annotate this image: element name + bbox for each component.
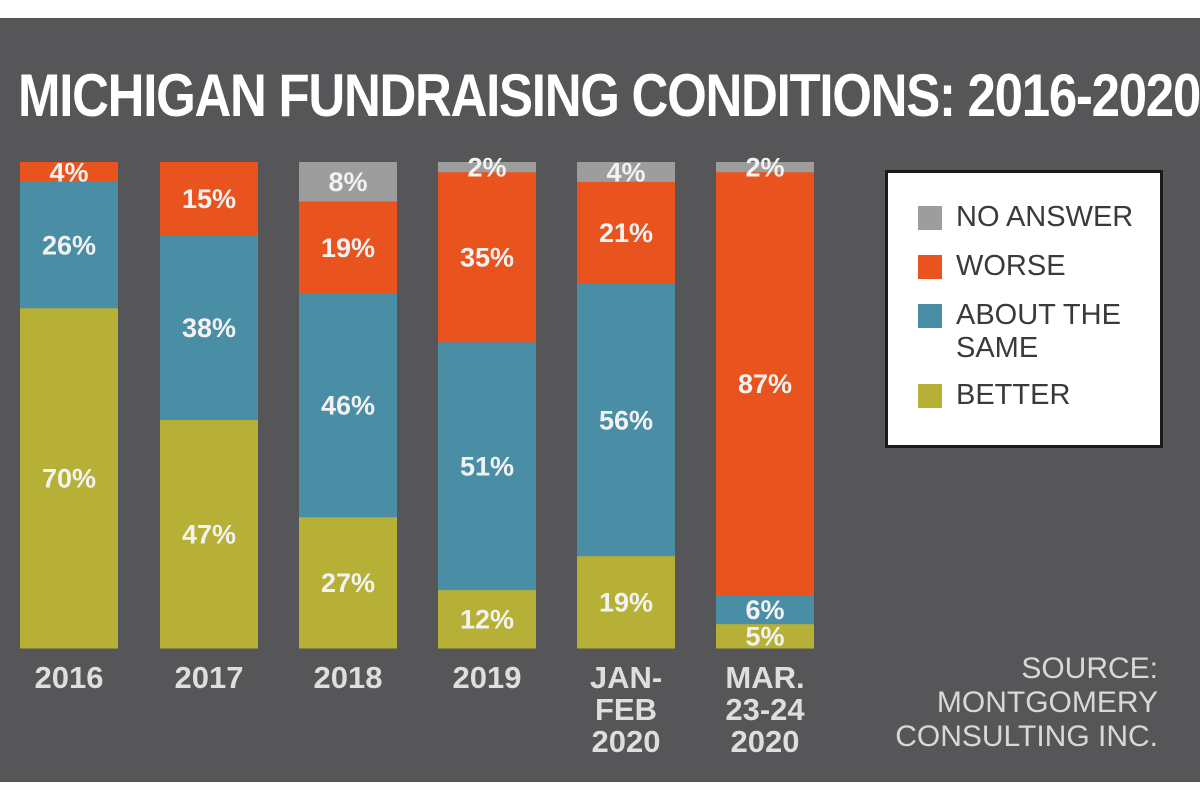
legend-label-about-the-same: ABOUT THE SAME (956, 299, 1121, 364)
bar-segment-same (716, 594, 814, 625)
data-label: 6% (745, 595, 784, 625)
data-label: 70% (42, 464, 96, 494)
category-label: 2017 (175, 660, 244, 695)
source-line: SOURCE: (1021, 652, 1158, 685)
bar-segment-better (160, 419, 258, 649)
data-label: 21% (599, 218, 653, 248)
data-label: 19% (321, 233, 375, 263)
legend-item-better: BETTER (918, 379, 1160, 412)
data-label: 4% (49, 157, 88, 187)
bar-segment-worse (716, 171, 814, 596)
category-label-line: 2020 (592, 724, 661, 759)
bar-segment-better (299, 516, 397, 649)
legend-swatch-worse (918, 255, 942, 279)
source-line: CONSULTING INC. (895, 720, 1158, 753)
data-label: 19% (599, 588, 653, 618)
legend-swatch-better (918, 384, 942, 408)
bar-segment-same (160, 234, 258, 421)
bar-segment-better (20, 307, 118, 649)
bar-segment-worse (20, 162, 118, 182)
legend-label-no-answer: NO ANSWER (956, 201, 1134, 233)
category-label: 2018 (314, 660, 383, 695)
data-label: 46% (321, 391, 375, 421)
legend-item-no-answer: NO ANSWER (918, 201, 1160, 234)
bar-segment-same (577, 283, 675, 557)
data-label: 5% (745, 622, 784, 652)
data-label: 87% (738, 369, 792, 399)
data-label: 56% (599, 405, 653, 435)
legend: NO ANSWER WORSE ABOUT THE SAME BETTER (885, 170, 1163, 448)
data-label: 35% (460, 242, 514, 272)
bar-segment-same (20, 181, 118, 309)
data-label: 26% (42, 230, 96, 260)
category-label: 2019 (453, 660, 522, 695)
data-label: 15% (182, 184, 236, 214)
bar-segment-no_answer (716, 162, 814, 173)
data-label: 27% (321, 568, 375, 598)
category-label-line: 23-24 (725, 692, 805, 727)
legend-item-about-the-same: ABOUT THE SAME (918, 299, 1160, 365)
bar-segment-same (438, 341, 536, 591)
data-label: 47% (182, 520, 236, 550)
bar-segment-worse (160, 162, 258, 236)
data-label: 2% (745, 153, 784, 183)
bar-segment-better (716, 623, 814, 649)
category-label: JAN-FEB 2020 (590, 660, 662, 759)
bar-segment-better (577, 555, 675, 649)
category-label: 2016 (35, 660, 104, 695)
category-label-line: 2018 (314, 660, 383, 695)
bar-segment-no_answer (299, 162, 397, 202)
bar-segment-worse (438, 171, 536, 343)
source-line: MONTGOMERY (936, 686, 1158, 719)
chart-title: MICHIGAN FUNDRAISING CONDITIONS: 2016-20… (18, 62, 1200, 129)
data-label: 8% (328, 167, 367, 197)
bar-segment-no_answer (577, 162, 675, 182)
data-label: 51% (460, 451, 514, 481)
category-label-line: FEB (595, 692, 657, 727)
category-label-line: 2019 (453, 660, 522, 695)
bar-segment-no_answer (438, 162, 536, 173)
category-label-line: 2016 (35, 660, 104, 695)
data-label: 38% (182, 313, 236, 343)
legend-label-worse: WORSE (956, 250, 1066, 282)
category-label-line: MAR. (725, 660, 804, 695)
category-label-line: 2020 (731, 724, 800, 759)
legend-label-better: BETTER (956, 379, 1071, 411)
source-note: SOURCE: MONTGOMERY CONSULTING INC. (880, 652, 1158, 754)
bar-segment-same (299, 293, 397, 518)
data-label: 12% (460, 605, 514, 635)
category-label-line: 2017 (175, 660, 244, 695)
data-label: 4% (606, 157, 645, 187)
bar-segment-better (438, 589, 536, 649)
bar-segment-worse (299, 200, 397, 294)
legend-swatch-no-answer (918, 206, 942, 230)
category-label: MAR. 23-24 2020 (725, 660, 805, 759)
category-label-line: JAN- (590, 660, 662, 695)
data-label: 2% (467, 153, 506, 183)
legend-swatch-about-the-same (918, 304, 942, 328)
bar-segment-worse (577, 181, 675, 284)
legend-item-worse: WORSE (918, 250, 1160, 283)
